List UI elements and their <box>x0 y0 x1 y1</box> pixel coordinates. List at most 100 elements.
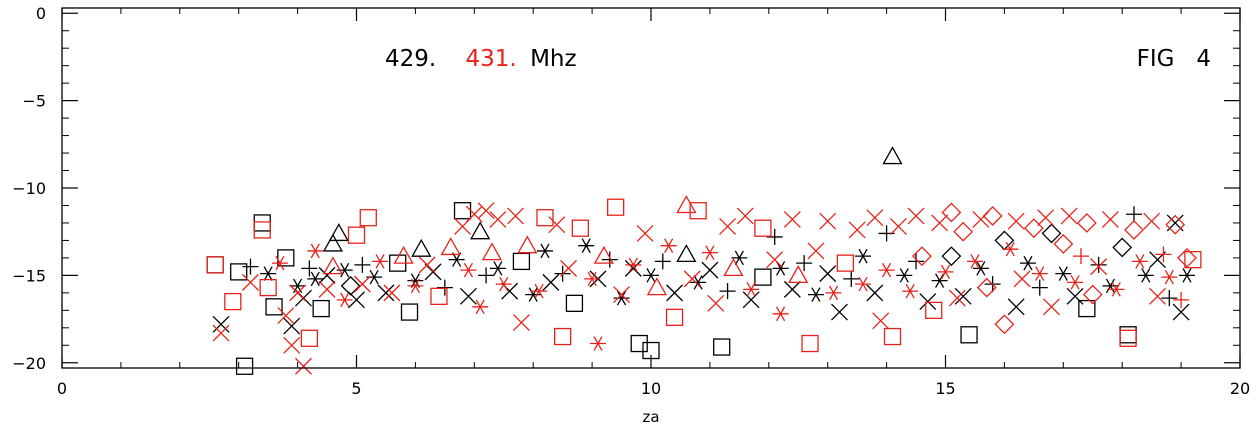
data-point-square <box>1119 326 1137 344</box>
data-point-asterisk <box>536 243 553 259</box>
data-point-x <box>831 303 848 321</box>
data-point-x <box>465 205 483 223</box>
data-point-x <box>948 289 966 307</box>
data-point-plus <box>1161 290 1178 307</box>
annotation-freq-unit: Mhz <box>530 46 577 72</box>
data-point-x <box>489 210 507 228</box>
data-point-plus <box>1090 256 1107 273</box>
data-point-square <box>230 263 248 281</box>
data-point-diamond <box>994 314 1015 335</box>
data-point-x <box>683 270 701 288</box>
data-point-asterisk <box>495 276 512 292</box>
data-point-square <box>689 202 707 220</box>
data-point-x <box>1090 258 1108 276</box>
data-point-asterisk <box>336 292 353 308</box>
annotation-fig-label: FIG 4 <box>1137 46 1211 72</box>
data-point-square <box>801 334 819 353</box>
data-point-diamond <box>1112 237 1133 258</box>
data-point-triangle <box>322 256 344 275</box>
data-point-x <box>766 251 784 269</box>
data-point-triangle <box>440 237 461 256</box>
data-point-x <box>783 280 801 298</box>
data-point-plus <box>1031 279 1048 296</box>
data-point-asterisk <box>855 248 872 264</box>
data-point-plus <box>301 260 318 277</box>
data-point-square <box>400 303 419 321</box>
data-point-triangle <box>481 242 503 261</box>
data-point-x <box>1037 209 1055 227</box>
data-point-triangle <box>322 233 344 252</box>
data-point-x <box>477 202 495 220</box>
data-point-asterisk <box>1131 254 1148 269</box>
data-point-square <box>754 268 772 286</box>
data-point-plus <box>436 279 453 296</box>
y-tick-label: −20 <box>12 354 46 373</box>
data-point-square <box>565 294 584 312</box>
data-point-square <box>1078 299 1096 318</box>
data-point-asterisk <box>931 273 948 288</box>
data-point-asterisk <box>531 283 548 299</box>
data-point-x <box>548 216 566 234</box>
data-point-asterisk <box>966 254 983 269</box>
data-point-x <box>1007 298 1025 316</box>
data-point-x <box>295 357 312 375</box>
data-point-x <box>1013 270 1031 288</box>
data-point-square <box>259 278 277 297</box>
data-point-asterisk <box>625 257 642 273</box>
data-point-plus <box>1173 291 1190 308</box>
data-point-square <box>607 198 625 216</box>
axes-layer: 0 5 10 15 20 0 −5 −10 −15 −20 <box>12 4 1250 398</box>
data-point-square <box>754 219 772 237</box>
data-point-x <box>507 207 524 225</box>
data-point-x <box>318 266 336 284</box>
data-point-diamond <box>1124 220 1144 240</box>
data-point-diamond <box>976 277 997 298</box>
data-point-square <box>253 214 271 232</box>
y-tick-label: −5 <box>22 92 46 111</box>
data-point-x <box>719 217 737 235</box>
data-point-triangle <box>593 245 614 264</box>
data-point-square <box>630 334 648 353</box>
data-point-asterisk <box>643 268 659 283</box>
data-point-triangle <box>517 235 538 254</box>
data-point-square <box>665 308 684 326</box>
data-point-x <box>736 207 754 225</box>
data-point-asterisk <box>902 283 919 299</box>
data-point-x <box>624 259 642 277</box>
data-point-asterisk <box>1108 282 1125 297</box>
data-point-x <box>1007 212 1025 230</box>
data-point-square <box>571 219 589 237</box>
data-point-asterisk <box>584 271 601 287</box>
data-point-asterisk <box>772 306 789 322</box>
data-point-triangle <box>676 195 697 214</box>
data-point-x <box>707 294 725 312</box>
data-point-x <box>613 286 631 304</box>
data-point-diamond <box>982 206 1003 226</box>
data-point-diamond <box>340 275 361 296</box>
data-point-x <box>907 207 925 225</box>
data-point-asterisk <box>289 278 306 294</box>
data-point-diamond <box>912 246 932 267</box>
data-point-diamond <box>1041 223 1062 244</box>
data-point-asterisk <box>271 255 288 271</box>
data-point-square <box>300 329 319 347</box>
data-point-diamond <box>941 202 962 223</box>
data-point-asterisk <box>407 278 424 294</box>
annotation-freq: 429. 431. Mhz <box>385 46 577 72</box>
data-point-x <box>701 261 719 279</box>
data-point-plus <box>478 267 495 284</box>
data-point-diamond <box>1053 234 1074 254</box>
data-point-plus <box>908 253 925 270</box>
data-point-asterisk <box>1019 255 1036 271</box>
data-point-x <box>1143 212 1161 230</box>
data-point-triangle <box>393 245 414 264</box>
data-point-x <box>318 280 336 298</box>
data-point-asterisk <box>489 261 506 276</box>
data-point-square <box>206 256 224 274</box>
data-point-x <box>1172 303 1190 321</box>
data-point-x <box>418 256 436 274</box>
data-point-asterisk <box>1067 275 1084 290</box>
data-point-x <box>1149 287 1166 305</box>
data-point-plus <box>1072 248 1089 265</box>
